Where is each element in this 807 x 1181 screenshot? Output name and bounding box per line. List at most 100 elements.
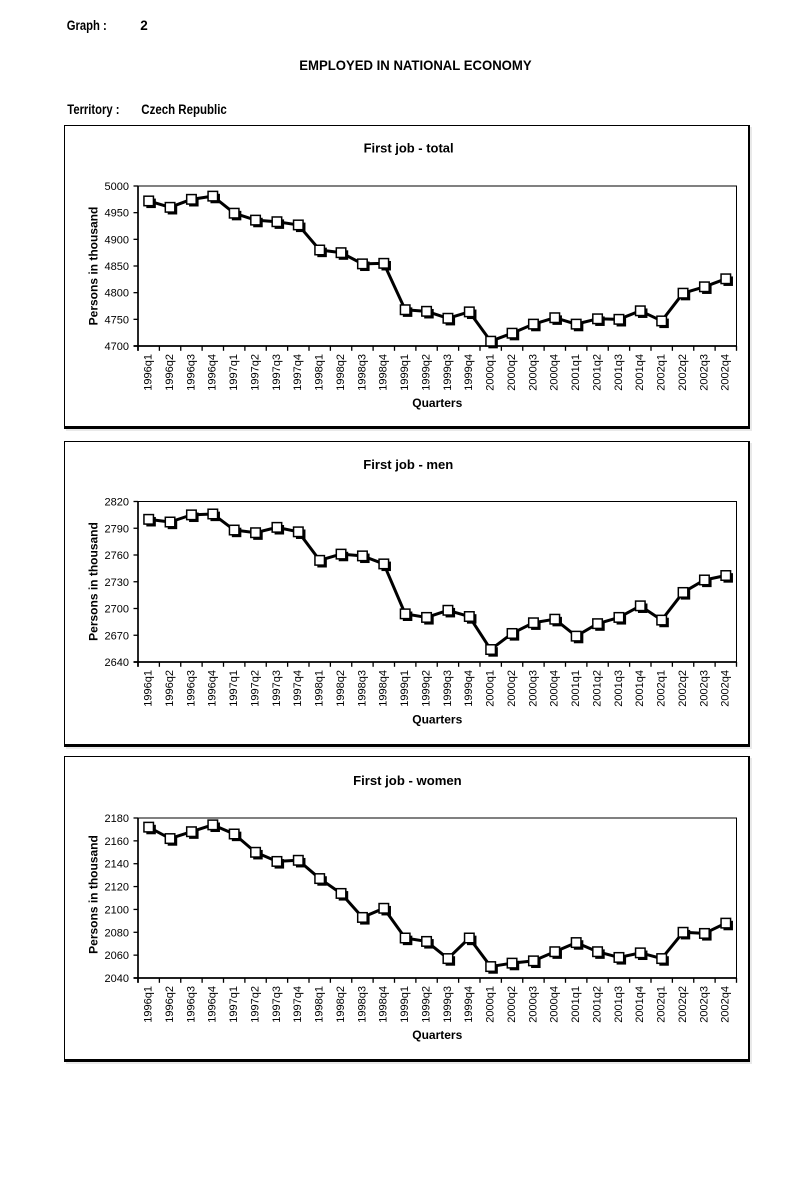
svg-text:1999q4: 1999q4: [463, 670, 475, 707]
svg-text:1998q4: 1998q4: [378, 670, 390, 707]
svg-text:2002q2: 2002q2: [677, 986, 689, 1023]
svg-text:Graph :: Graph :: [67, 18, 107, 33]
svg-text:2002q1: 2002q1: [656, 354, 668, 391]
svg-text:1998q4: 1998q4: [378, 354, 390, 391]
svg-text:2002q3: 2002q3: [698, 354, 710, 391]
svg-text:First job - women: First job - women: [353, 773, 462, 788]
svg-text:4950: 4950: [105, 208, 129, 220]
svg-text:2790: 2790: [105, 523, 129, 535]
svg-text:2001q1: 2001q1: [570, 354, 582, 391]
svg-text:2760: 2760: [105, 550, 129, 562]
svg-text:1999q4: 1999q4: [463, 354, 475, 391]
svg-text:Persons in thousand: Persons in thousand: [86, 835, 100, 954]
svg-text:1999q3: 1999q3: [442, 986, 454, 1023]
svg-text:5000: 5000: [105, 181, 129, 193]
svg-text:4750: 4750: [105, 314, 129, 326]
svg-text:1997q3: 1997q3: [271, 986, 283, 1023]
svg-text:Persons in thousand: Persons in thousand: [86, 522, 100, 641]
svg-text:2700: 2700: [105, 604, 129, 616]
svg-text:2820: 2820: [105, 497, 129, 509]
svg-text:1997q1: 1997q1: [228, 670, 240, 707]
svg-text:2002q4: 2002q4: [720, 354, 732, 391]
svg-text:1996q4: 1996q4: [207, 354, 219, 391]
svg-text:2000q2: 2000q2: [506, 986, 518, 1023]
svg-text:Quarters: Quarters: [412, 713, 462, 727]
svg-text:Czech Republic: Czech Republic: [141, 102, 227, 117]
svg-text:1999q1: 1999q1: [399, 670, 411, 707]
svg-text:1999q2: 1999q2: [420, 986, 432, 1023]
svg-text:1999q1: 1999q1: [399, 354, 411, 391]
svg-text:2002q3: 2002q3: [698, 986, 710, 1023]
svg-text:2000q4: 2000q4: [549, 986, 561, 1023]
svg-text:Quarters: Quarters: [412, 396, 462, 410]
svg-text:2002q1: 2002q1: [656, 670, 668, 707]
svg-text:1996q3: 1996q3: [185, 670, 197, 707]
svg-text:1996q3: 1996q3: [185, 354, 197, 391]
svg-text:2080: 2080: [105, 927, 129, 939]
svg-text:1997q4: 1997q4: [292, 986, 304, 1023]
svg-text:1997q2: 1997q2: [249, 354, 261, 391]
svg-text:EMPLOYED IN NATIONAL ECONOMY: EMPLOYED IN NATIONAL ECONOMY: [299, 58, 531, 73]
svg-text:1998q1: 1998q1: [314, 670, 326, 707]
svg-text:2002q3: 2002q3: [698, 670, 710, 707]
svg-text:1997q3: 1997q3: [271, 354, 283, 391]
svg-text:2002q1: 2002q1: [656, 986, 668, 1023]
svg-text:1996q1: 1996q1: [143, 670, 155, 707]
svg-text:1997q3: 1997q3: [271, 670, 283, 707]
svg-text:1999q1: 1999q1: [399, 986, 411, 1023]
svg-text:1998q3: 1998q3: [356, 354, 368, 391]
svg-text:1996q1: 1996q1: [143, 354, 155, 391]
svg-text:1997q4: 1997q4: [292, 354, 304, 391]
svg-text:1996q3: 1996q3: [185, 986, 197, 1023]
svg-text:1996q2: 1996q2: [164, 354, 176, 391]
svg-text:1997q4: 1997q4: [292, 670, 304, 707]
svg-text:1998q2: 1998q2: [335, 354, 347, 391]
svg-text:First job - men: First job - men: [363, 457, 453, 472]
svg-text:Territory :: Territory :: [67, 102, 119, 117]
svg-text:1998q1: 1998q1: [314, 986, 326, 1023]
svg-text:2730: 2730: [105, 577, 129, 589]
svg-text:First job - total: First job - total: [364, 140, 454, 155]
svg-text:2670: 2670: [105, 630, 129, 642]
svg-text:2000q2: 2000q2: [506, 670, 518, 707]
svg-text:1998q3: 1998q3: [356, 986, 368, 1023]
svg-text:2000q2: 2000q2: [506, 354, 518, 391]
svg-text:4700: 4700: [105, 341, 129, 353]
svg-text:1997q1: 1997q1: [228, 354, 240, 391]
svg-text:1996q1: 1996q1: [143, 986, 155, 1023]
svg-text:2002q2: 2002q2: [677, 670, 689, 707]
svg-text:2000q1: 2000q1: [485, 986, 497, 1023]
svg-text:1999q2: 1999q2: [420, 670, 432, 707]
svg-text:2001q2: 2001q2: [591, 670, 603, 707]
svg-text:Persons in thousand: Persons in thousand: [86, 207, 100, 326]
svg-text:2001q3: 2001q3: [613, 670, 625, 707]
svg-text:2002q4: 2002q4: [720, 986, 732, 1023]
svg-text:2002q2: 2002q2: [677, 354, 689, 391]
svg-text:2001q3: 2001q3: [613, 354, 625, 391]
svg-text:2640: 2640: [105, 657, 129, 669]
svg-text:2001q2: 2001q2: [591, 354, 603, 391]
svg-text:1999q3: 1999q3: [442, 670, 454, 707]
svg-text:1998q4: 1998q4: [378, 986, 390, 1023]
svg-text:Quarters: Quarters: [412, 1028, 462, 1042]
svg-text:2001q4: 2001q4: [634, 986, 646, 1023]
svg-text:1999q3: 1999q3: [442, 354, 454, 391]
svg-text:1998q2: 1998q2: [335, 670, 347, 707]
svg-text:2000q4: 2000q4: [549, 354, 561, 391]
svg-text:2000q1: 2000q1: [485, 670, 497, 707]
svg-text:1999q2: 1999q2: [420, 354, 432, 391]
svg-text:2060: 2060: [105, 950, 129, 962]
svg-text:2: 2: [140, 18, 148, 33]
svg-text:1998q1: 1998q1: [314, 354, 326, 391]
svg-text:1996q4: 1996q4: [207, 986, 219, 1023]
svg-text:2040: 2040: [105, 973, 129, 985]
svg-text:2000q3: 2000q3: [527, 670, 539, 707]
svg-text:2000q3: 2000q3: [527, 986, 539, 1023]
svg-text:2180: 2180: [105, 813, 129, 825]
svg-text:2000q1: 2000q1: [485, 354, 497, 391]
svg-text:4800: 4800: [105, 288, 129, 300]
svg-text:2000q4: 2000q4: [549, 670, 561, 707]
svg-text:2002q4: 2002q4: [720, 670, 732, 707]
svg-text:1997q1: 1997q1: [228, 986, 240, 1023]
svg-text:2001q2: 2001q2: [591, 986, 603, 1023]
